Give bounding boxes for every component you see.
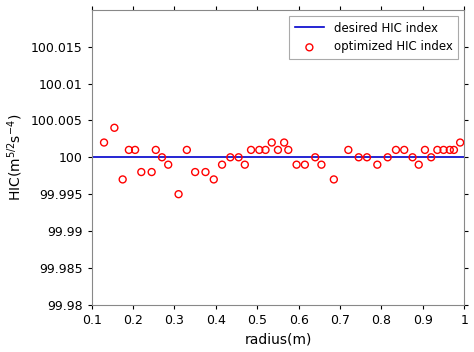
optimized HIC index [355, 155, 363, 160]
optimized HIC index [284, 147, 292, 153]
optimized HIC index [137, 169, 145, 175]
X-axis label: radius(m): radius(m) [244, 332, 311, 346]
optimized HIC index [446, 147, 454, 153]
optimized HIC index [301, 162, 309, 168]
optimized HIC index [247, 147, 255, 153]
optimized HIC index [110, 125, 118, 131]
optimized HIC index [428, 155, 435, 160]
optimized HIC index [345, 147, 352, 153]
optimized HIC index [293, 162, 301, 168]
optimized HIC index [125, 147, 133, 153]
optimized HIC index [450, 147, 458, 153]
optimized HIC index [401, 147, 408, 153]
optimized HIC index [148, 169, 155, 175]
optimized HIC index [415, 162, 422, 168]
optimized HIC index [421, 147, 429, 153]
optimized HIC index [175, 191, 182, 197]
optimized HIC index [202, 169, 210, 175]
optimized HIC index [409, 155, 416, 160]
optimized HIC index [183, 147, 191, 153]
optimized HIC index [262, 147, 269, 153]
optimized HIC index [374, 162, 381, 168]
optimized HIC index [152, 147, 160, 153]
optimized HIC index [164, 162, 172, 168]
optimized HIC index [318, 162, 325, 168]
optimized HIC index [191, 169, 199, 175]
optimized HIC index [268, 140, 275, 145]
optimized HIC index [210, 177, 218, 182]
optimized HIC index [311, 155, 319, 160]
optimized HIC index [363, 155, 371, 160]
optimized HIC index [218, 162, 226, 168]
optimized HIC index [456, 140, 464, 145]
optimized HIC index [392, 147, 400, 153]
Legend: desired HIC index, optimized HIC index: desired HIC index, optimized HIC index [289, 15, 458, 59]
optimized HIC index [330, 177, 337, 182]
optimized HIC index [227, 155, 234, 160]
optimized HIC index [100, 140, 108, 145]
optimized HIC index [119, 177, 127, 182]
Y-axis label: HIC(m$^{5/2}$s$^{-4}$): HIC(m$^{5/2}$s$^{-4}$) [6, 114, 25, 201]
optimized HIC index [384, 155, 392, 160]
optimized HIC index [241, 162, 248, 168]
optimized HIC index [158, 155, 166, 160]
optimized HIC index [274, 147, 282, 153]
optimized HIC index [235, 155, 242, 160]
optimized HIC index [440, 147, 447, 153]
optimized HIC index [434, 147, 441, 153]
optimized HIC index [280, 140, 288, 145]
optimized HIC index [131, 147, 139, 153]
optimized HIC index [255, 147, 263, 153]
